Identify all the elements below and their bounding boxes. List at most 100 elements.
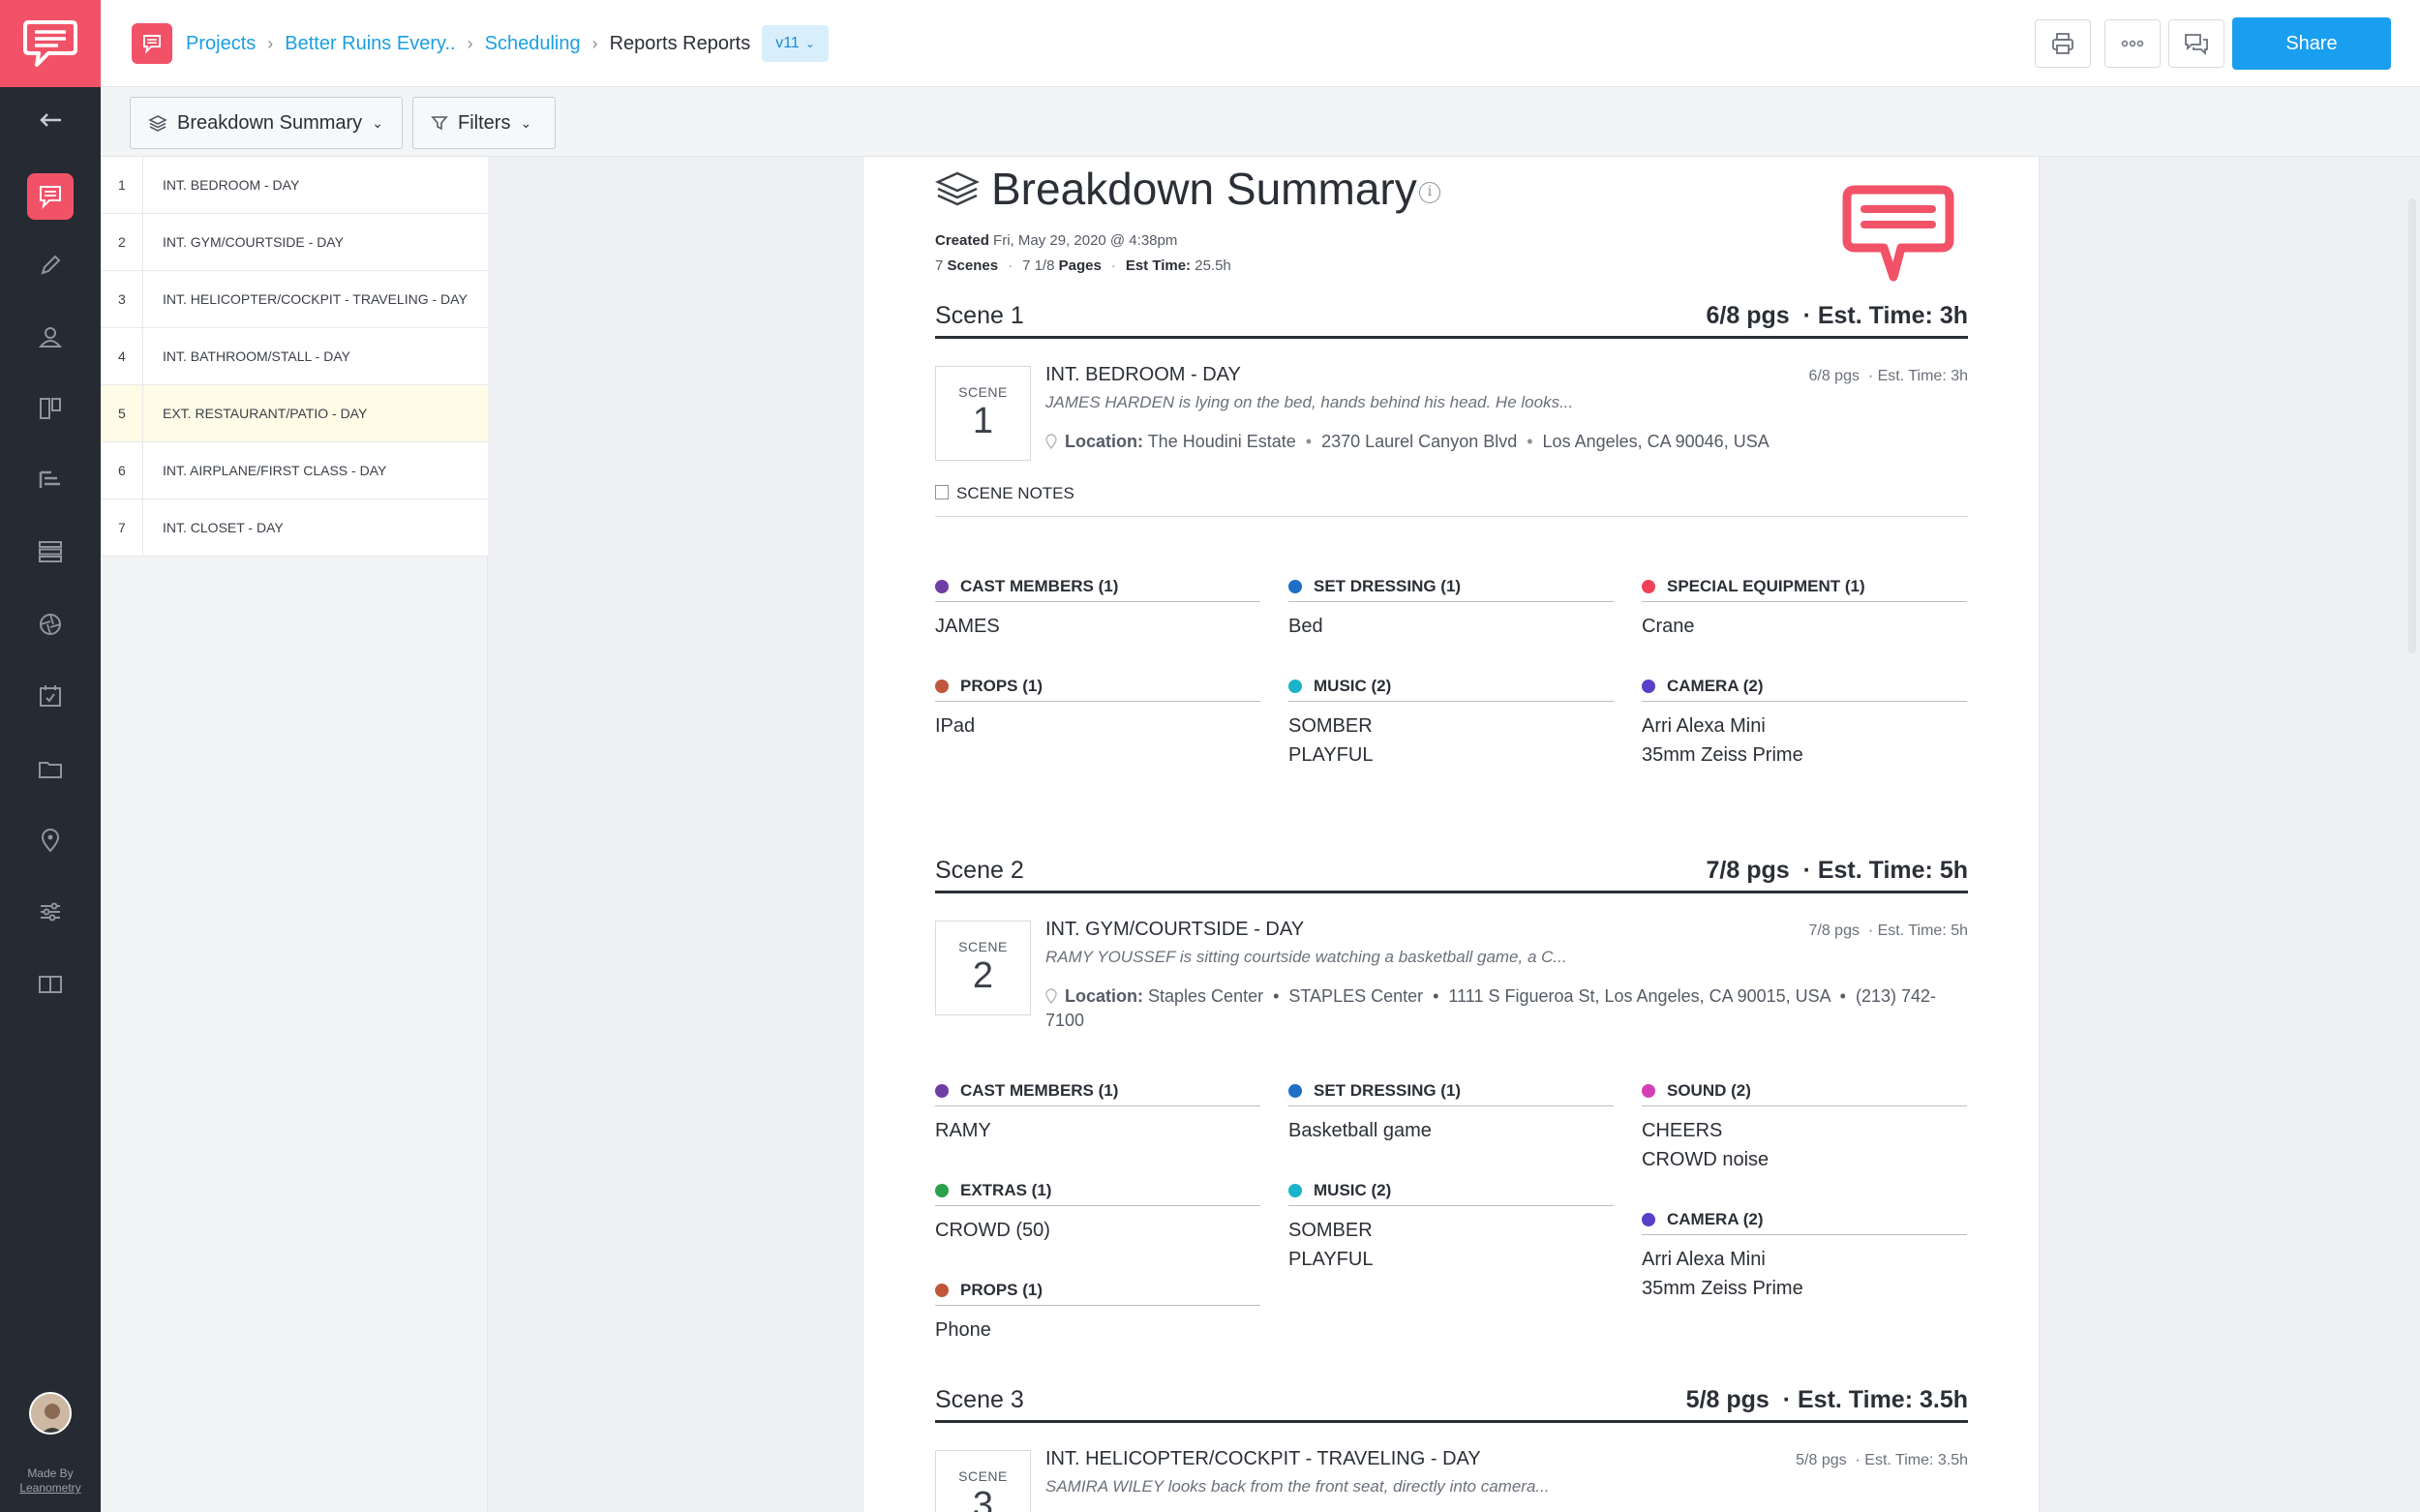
scene-header-title: Scene 1 [935, 302, 1024, 329]
layers-icon [935, 171, 980, 206]
scene-header-stats: 5/8 pgs · Est. Time: 3.5h [1686, 1386, 1968, 1414]
category-props: PROPS (1) IPad [935, 671, 1260, 741]
category-item: Crane [1642, 616, 1695, 637]
category-item: IPad [935, 715, 976, 737]
scene-list-item-4[interactable]: 4 INT. BATHROOM/STALL - DAY [101, 328, 488, 385]
cast-dot-icon [935, 579, 949, 593]
scene-list-item-1[interactable]: 1 INT. BEDROOM - DAY [101, 157, 488, 214]
contacts-icon[interactable] [31, 318, 70, 356]
scene-card-stats: 6/8 pgs · Est. Time: 3h [1808, 368, 1968, 385]
chevron-down-icon: ⌄ [372, 114, 383, 131]
comments-button[interactable] [2168, 19, 2224, 68]
scene-list-item-6[interactable]: 6 INT. AIRPLANE/FIRST CLASS - DAY [101, 442, 488, 499]
scene-box-number: 3 [972, 1485, 994, 1512]
reports-icon[interactable] [27, 173, 74, 220]
set-dressing-dot-icon [1288, 579, 1302, 593]
settings-sliders-icon[interactable] [31, 892, 70, 931]
scene-pages: 6/8 pgs [1706, 302, 1790, 329]
category-item: 35mm Zeiss Prime [1642, 1278, 1803, 1299]
project-badge-icon[interactable] [132, 23, 172, 64]
scene-name: INT. BATHROOM/STALL - DAY [163, 348, 350, 364]
category-label: MUSIC (2) [1314, 1180, 1392, 1199]
filter-funnel-icon [431, 116, 448, 131]
category-set-dressing: SET DRESSING (1) Basketball game [1288, 1075, 1614, 1145]
category-props: PROPS (1) Phone [935, 1275, 1260, 1345]
category-cast: CAST MEMBERS (1) RAMY [935, 1075, 1260, 1145]
category-label: CAMERA (2) [1667, 1209, 1764, 1228]
help-book-icon[interactable] [31, 965, 70, 1004]
category-item: Arri Alexa Mini [1642, 715, 1766, 737]
print-button[interactable] [2035, 19, 2091, 68]
folder-icon[interactable] [31, 749, 70, 788]
category-label: EXTRAS (1) [960, 1180, 1052, 1199]
filters-label: Filters [458, 111, 511, 134]
scene-list-item-2[interactable]: 2 INT. GYM/COURTSIDE - DAY [101, 214, 488, 271]
calendar-icon[interactable] [31, 677, 70, 715]
cast-dot-icon [935, 1083, 949, 1098]
report-type-dropdown[interactable]: Breakdown Summary ⌄ [130, 97, 403, 149]
scene-header-stats: 6/8 pgs · Est. Time: 3h [1707, 302, 1968, 330]
scene-number: 4 [101, 328, 143, 384]
chevron-right-icon: › [591, 33, 598, 53]
scene-card-stats: 5/8 pgs · Est. Time: 3.5h [1796, 1452, 1968, 1469]
more-dots-icon [2121, 40, 2144, 47]
scenes-count: 7 [935, 257, 944, 274]
breadcrumb-scheduling[interactable]: Scheduling [484, 32, 581, 54]
storyboard-icon[interactable] [31, 389, 70, 428]
camera-dot-icon [1642, 679, 1655, 693]
scene-number: 3 [101, 271, 143, 327]
category-label: SET DRESSING (1) [1314, 576, 1462, 595]
category-item: JAMES [935, 616, 1000, 637]
camera-dot-icon [1642, 1212, 1655, 1226]
scene-list-item-7[interactable]: 7 INT. CLOSET - DAY [101, 499, 488, 557]
stripboard-icon[interactable] [31, 461, 70, 499]
made-by-brand-link[interactable]: Leanometry [19, 1481, 81, 1495]
shotlist-lens-icon[interactable] [31, 605, 70, 644]
scene-box-label: SCENE [958, 1468, 1008, 1484]
scene-notes-label: SCENE NOTES [956, 484, 1074, 502]
category-item: 35mm Zeiss Prime [1642, 744, 1803, 766]
chevron-right-icon: › [267, 33, 274, 53]
breadcrumb-projects[interactable]: Projects [186, 32, 257, 54]
category-label: CAMERA (2) [1667, 676, 1764, 695]
scene-box-number: 1 [972, 401, 994, 441]
breadcrumb-project[interactable]: Better Ruins Every.. [285, 32, 456, 54]
category-special-equipment: SPECIAL EQUIPMENT (1) Crane [1642, 571, 1967, 641]
left-rail: Made By Leanometry [0, 0, 101, 1512]
category-music: MUSIC (2) SOMBER PLAYFUL [1288, 671, 1614, 770]
scene-list-item-3[interactable]: 3 INT. HELICOPTER/COCKPIT - TRAVELING - D… [101, 271, 488, 328]
scene-synopsis: JAMES HARDEN is lying on the bed, hands … [1045, 393, 1574, 411]
category-item: Basketball game [1288, 1120, 1432, 1141]
filters-button[interactable]: Filters ⌄ [412, 97, 556, 149]
breadcrumb-current: Reports Reports [609, 32, 751, 54]
category-item: CROWD (50) [935, 1220, 1050, 1241]
scene-name: INT. HELICOPTER/COCKPIT - TRAVELING - DA… [163, 291, 468, 307]
report-title: Breakdown Summary [991, 164, 1417, 214]
category-camera: CAMERA (2) Arri Alexa Mini 35mm Zeiss Pri… [1642, 671, 1967, 770]
music-dot-icon [1288, 1183, 1302, 1197]
breakdown-list-icon[interactable] [31, 532, 70, 571]
category-item: Phone [935, 1319, 991, 1341]
version-label: v11 [775, 35, 800, 51]
location-pin-icon[interactable] [31, 821, 70, 860]
info-icon[interactable]: i [1419, 182, 1440, 203]
pencil-icon[interactable] [31, 246, 70, 285]
scene-name: INT. BEDROOM - DAY [163, 177, 300, 193]
scene-synopsis: RAMY YOUSSEF is sitting courtside watchi… [1045, 948, 1567, 966]
report-type-label: Breakdown Summary [177, 111, 363, 134]
back-arrow-icon[interactable] [31, 101, 70, 139]
scene-list-item-5[interactable]: 5 EXT. RESTAURANT/PATIO - DAY [101, 385, 488, 442]
category-music: MUSIC (2) SOMBER PLAYFUL [1288, 1175, 1614, 1274]
more-options-button[interactable] [2104, 19, 2161, 68]
user-avatar[interactable] [29, 1392, 72, 1435]
version-dropdown[interactable]: v11 ⌄ [762, 25, 829, 62]
scene-header-title: Scene 3 [935, 1386, 1024, 1413]
pages-label: Pages [1058, 257, 1102, 274]
scene-synopsis: SAMIRA WILEY looks back from the front s… [1045, 1477, 1550, 1496]
category-label: PROPS (1) [960, 1280, 1044, 1299]
share-button[interactable]: Share [2232, 17, 2391, 70]
scrollbar[interactable] [2408, 198, 2416, 653]
studiobinder-logo-icon[interactable] [0, 0, 101, 87]
location-address: 2370 Laurel Canyon Blvd [1321, 432, 1518, 451]
category-label: CAST MEMBERS (1) [960, 1080, 1119, 1100]
